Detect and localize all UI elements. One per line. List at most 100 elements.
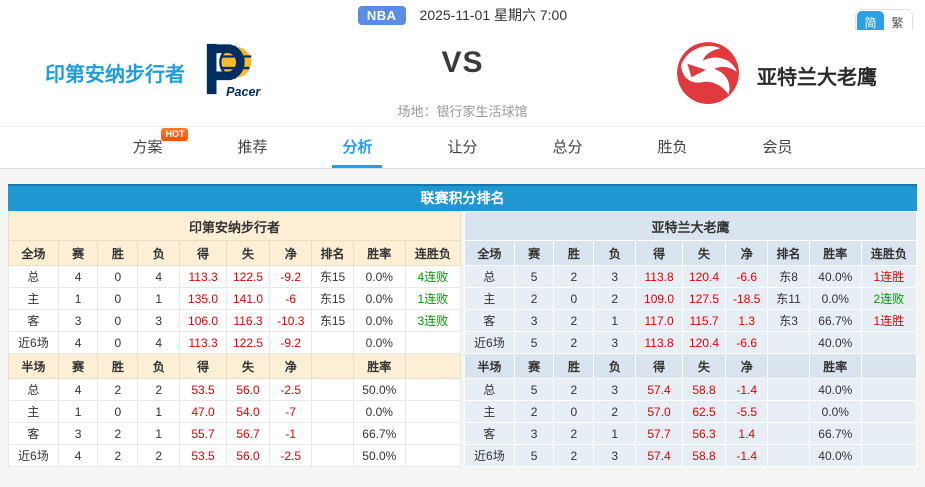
stat-cell: 113.8 xyxy=(635,331,683,354)
full-game-row: 近6场 5 2 3 113.8 120.4 -6.6 40.0% xyxy=(464,331,918,354)
column-header xyxy=(767,353,810,379)
standings-title: 联赛积分排名 xyxy=(8,184,917,211)
stat-cell: -1.4 xyxy=(725,444,769,467)
column-header: 赛 xyxy=(57,353,99,379)
stat-cell: 1 xyxy=(57,287,99,310)
tab-handicap[interactable]: 让分 xyxy=(437,127,487,168)
half-game-row: 近6场 5 2 3 57.4 58.8 -1.4 40.0% xyxy=(464,444,918,467)
half-game-row: 总 5 2 3 57.4 58.8 -1.4 40.0% xyxy=(464,378,918,401)
stat-cell: 0.0% xyxy=(808,400,862,423)
tab-bar: 方案 HOT 推荐 分析 让分 总分 胜负 会员 xyxy=(0,126,925,169)
stat-cell: 113.8 xyxy=(635,265,683,288)
stat-cell: 3 xyxy=(513,422,555,445)
stat-cell: 3 xyxy=(593,265,637,288)
column-header: 失 xyxy=(681,353,727,379)
half-game-row: 主 2 0 2 57.0 62.5 -5.5 0.0% xyxy=(464,400,918,423)
stat-cell: -1 xyxy=(269,422,313,445)
stat-cell: -6.6 xyxy=(725,265,769,288)
stat-cell: 东15 xyxy=(311,265,354,288)
column-header: 净 xyxy=(269,353,313,379)
row-label: 主 xyxy=(464,287,515,310)
stat-cell xyxy=(311,444,354,467)
home-team: 印第安纳步行者 Pacers xyxy=(45,42,267,103)
column-header: 半场 xyxy=(464,353,515,379)
stat-cell: 4 xyxy=(57,331,99,354)
standings-board: 联赛积分排名 印第安纳步行者 全场赛胜负得失净排名 胜率 连胜负总 4 0 4 113.3 12… xyxy=(8,184,918,467)
column-header: 负 xyxy=(593,240,637,266)
stat-cell: 116.3 xyxy=(225,309,271,332)
stat-cell: 66.7% xyxy=(808,309,862,332)
stat-cell: -7 xyxy=(269,400,313,423)
stat-cell: -5.5 xyxy=(725,400,769,423)
stat-cell: 2 xyxy=(137,444,181,467)
stat-cell: -6 xyxy=(269,287,313,310)
stat-cell: 50.0% xyxy=(352,444,406,467)
lang-traditional-button[interactable]: 繁 xyxy=(884,11,911,33)
column-header: 连胜负 xyxy=(860,240,918,266)
tab-label: 推荐 xyxy=(237,138,268,156)
half-game-row: 客 3 2 1 55.7 56.7 -1 66.7% xyxy=(8,422,462,445)
stat-cell: 0 xyxy=(97,400,139,423)
tab-plan[interactable]: 方案 HOT xyxy=(122,127,189,168)
stat-cell: 3 xyxy=(593,444,637,467)
stat-cell: 54.0 xyxy=(225,400,271,423)
stat-cell: 2 xyxy=(553,378,595,401)
stat-cell: 1连胜 xyxy=(860,309,918,332)
stat-cell: 东15 xyxy=(311,309,354,332)
stat-cell xyxy=(767,444,810,467)
tab-label: 让分 xyxy=(447,138,478,156)
pacers-logo: Pacers xyxy=(199,42,267,103)
stat-cell: 2 xyxy=(513,400,555,423)
stat-cell: 1 xyxy=(593,309,637,332)
stat-cell: 东15 xyxy=(311,287,354,310)
tab-recommend[interactable]: 推荐 xyxy=(227,127,277,168)
tab-label: 胜负 xyxy=(657,138,688,156)
stat-cell: 113.3 xyxy=(179,265,227,288)
column-header: 连胜负 xyxy=(404,240,462,266)
full-game-row: 主 2 0 2 109.0 127.5 -18.5 东11 0.0% 2连败 xyxy=(464,287,918,310)
stat-cell: 56.0 xyxy=(225,378,271,401)
full-game-header-row: 全场赛胜负得失净排名 胜率 连胜负 xyxy=(464,240,918,266)
stat-cell: 东8 xyxy=(767,265,810,288)
row-label: 主 xyxy=(8,400,59,423)
stat-cell: 1.3 xyxy=(725,309,769,332)
stat-cell: 62.5 xyxy=(681,400,727,423)
stat-cell: 106.0 xyxy=(179,309,227,332)
tab-totals[interactable]: 总分 xyxy=(543,127,593,168)
team-name-cell: 印第安纳步行者 xyxy=(8,211,461,241)
tab-label: 分析 xyxy=(342,138,373,156)
column-header: 赛 xyxy=(513,353,555,379)
column-header: 全场 xyxy=(464,240,515,266)
stat-cell: -18.5 xyxy=(725,287,769,310)
stat-cell: 1 xyxy=(137,287,181,310)
column-header: 净 xyxy=(725,240,769,266)
tab-winloss[interactable]: 胜负 xyxy=(648,127,698,168)
stat-cell: 40.0% xyxy=(808,331,862,354)
column-header: 失 xyxy=(225,353,271,379)
stat-cell: -2.5 xyxy=(269,444,313,467)
stat-cell: 1 xyxy=(57,400,99,423)
stat-cell: 5 xyxy=(513,444,555,467)
match-header: 印第安纳步行者 Pacers VS 亚特兰大老鹰 xyxy=(0,30,925,126)
stat-cell: 57.4 xyxy=(635,378,683,401)
column-header: 负 xyxy=(593,353,637,379)
lang-simplified-button[interactable]: 简 xyxy=(857,11,884,33)
stat-cell: 3 xyxy=(137,309,181,332)
stat-cell: 57.0 xyxy=(635,400,683,423)
stat-cell xyxy=(311,378,354,401)
tab-analysis[interactable]: 分析 xyxy=(332,127,383,168)
away-team-name: 亚特兰大老鹰 xyxy=(757,67,877,89)
half-game-header-row: 半场赛胜负得失净 胜率 xyxy=(8,353,462,379)
stat-cell: 53.5 xyxy=(179,444,227,467)
tab-member[interactable]: 会员 xyxy=(753,127,803,168)
stat-cell: -1.4 xyxy=(725,378,769,401)
stat-cell: -10.3 xyxy=(269,309,313,332)
column-header: 得 xyxy=(635,353,683,379)
stat-cell: 0 xyxy=(97,265,139,288)
stat-cell: 122.5 xyxy=(225,331,271,354)
stat-cell xyxy=(767,378,810,401)
full-game-row: 近6场 4 0 4 113.3 122.5 -9.2 0.0% xyxy=(8,331,462,354)
stat-cell: 2 xyxy=(553,444,595,467)
stat-cell: 0.0% xyxy=(352,287,406,310)
